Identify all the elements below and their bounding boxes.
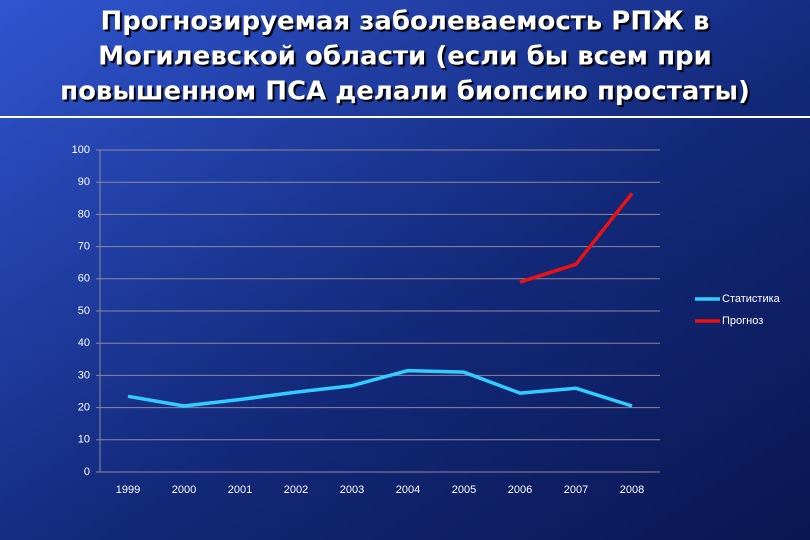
legend-label: Прогноз: [722, 315, 763, 327]
y-tick-label: 30: [78, 369, 90, 381]
x-tick-label: 2005: [452, 484, 476, 496]
y-tick-label: 40: [78, 337, 90, 349]
y-tick-label: 0: [84, 466, 90, 478]
chart-title: Прогнозируемая заболеваемость РПЖ в: [101, 7, 710, 37]
y-tick-label: 60: [78, 273, 90, 285]
y-tick-label: 90: [78, 176, 90, 188]
series-line: [519, 192, 634, 284]
y-tick-label: 80: [78, 208, 90, 220]
y-tick-label: 10: [78, 434, 90, 446]
x-tick-label: 2003: [340, 484, 364, 496]
y-tick-label: 70: [78, 241, 90, 253]
y-tick-label: 100: [72, 144, 90, 156]
series-line: [127, 368, 633, 408]
x-tick-label: 2001: [228, 484, 252, 496]
chart-title: Могилевской области (если бы всем при: [98, 42, 712, 72]
x-tick-label: 2002: [284, 484, 308, 496]
y-tick-label: 20: [78, 402, 90, 414]
y-tick-label: 50: [78, 305, 90, 317]
x-tick-label: 2000: [172, 484, 196, 496]
x-tick-label: 2008: [620, 484, 644, 496]
legend-label: Статистика: [722, 293, 781, 305]
x-tick-label: 1999: [116, 484, 140, 496]
x-tick-label: 2004: [396, 484, 420, 496]
x-tick-label: 2006: [508, 484, 532, 496]
chart-title: повышенном ПСА делали биопсию простаты): [60, 77, 750, 107]
x-tick-label: 2007: [564, 484, 588, 496]
